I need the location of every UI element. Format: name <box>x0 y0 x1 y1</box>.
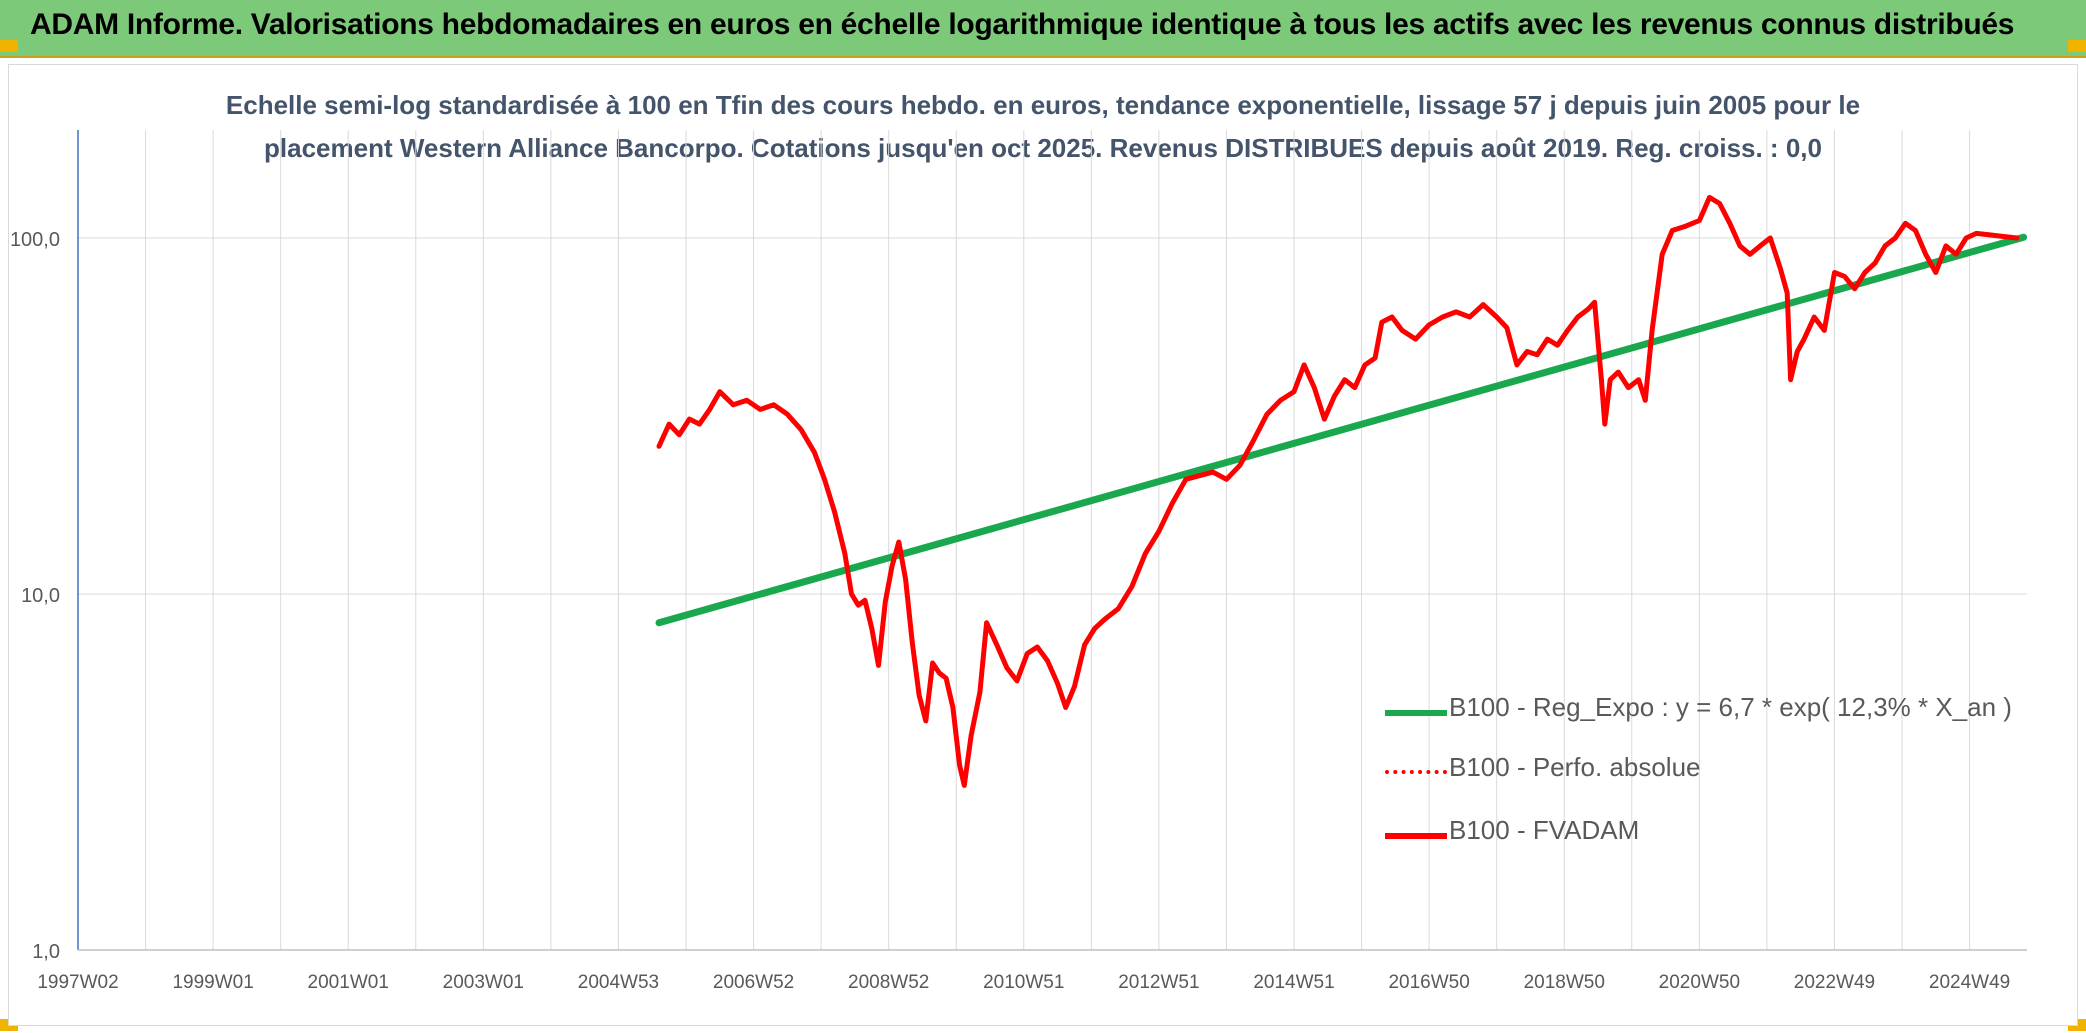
x-tick-label: 1999W01 <box>172 972 253 993</box>
x-tick-label: 2004W53 <box>578 972 659 993</box>
x-tick-label: 1997W02 <box>37 972 118 993</box>
series-line-fvadam <box>656 194 2020 788</box>
y-tick-label: 1,0 <box>32 941 60 963</box>
legend-swatch-perfo <box>1385 770 1447 774</box>
y-tick-label: 100,0 <box>10 229 60 251</box>
legend-swatch-fvadam <box>1385 833 1447 839</box>
legend-swatch-trend <box>1385 710 1447 716</box>
x-tick-label: 2008W52 <box>848 972 929 993</box>
corner-marker-top-left <box>0 40 18 52</box>
chart-title-line-1: Echelle semi-log standardisée à 100 en T… <box>225 90 1861 120</box>
series-line-trend <box>655 233 2028 627</box>
grid-lines <box>77 130 2027 951</box>
x-tick-label: 2014W51 <box>1253 972 1334 993</box>
corner-marker-top-right <box>2068 40 2086 52</box>
x-tick-label: 2003W01 <box>443 972 524 993</box>
x-tick-label: 2018W50 <box>1524 972 1605 993</box>
x-tick-label: 2016W50 <box>1388 972 1469 993</box>
axes: 1,0 10,0 100,0 1997W02 1999W01 2001W01 2003W01… <box>10 130 2027 993</box>
legend-label-perfo: B100 - Perfo. absolue <box>1449 752 1701 782</box>
x-tick-label: 2024W49 <box>1929 972 2010 993</box>
series-lines <box>655 194 2028 788</box>
x-tick-label: 2022W49 <box>1794 972 1875 993</box>
chart-title-line-2: placement Western Alliance Bancorpo. Cot… <box>264 133 1822 163</box>
header-banner: ADAM Informe. Valorisations hebdomadaire… <box>0 0 2086 58</box>
y-tick-label: 10,0 <box>21 585 60 607</box>
x-tick-label: 2001W01 <box>308 972 389 993</box>
x-tick-label: 2006W52 <box>713 972 794 993</box>
x-tick-label: 2010W51 <box>983 972 1064 993</box>
x-tick-label: 2020W50 <box>1659 972 1740 993</box>
legend-label-fvadam: B100 - FVADAM <box>1449 815 1640 845</box>
report-title: ADAM Informe. Valorisations hebdomadaire… <box>30 8 2015 41</box>
legend-label-trend: B100 - Reg_Expo : y = 6,7 * exp( 12,3% *… <box>1449 692 2012 722</box>
x-tick-label: 2012W51 <box>1118 972 1199 993</box>
